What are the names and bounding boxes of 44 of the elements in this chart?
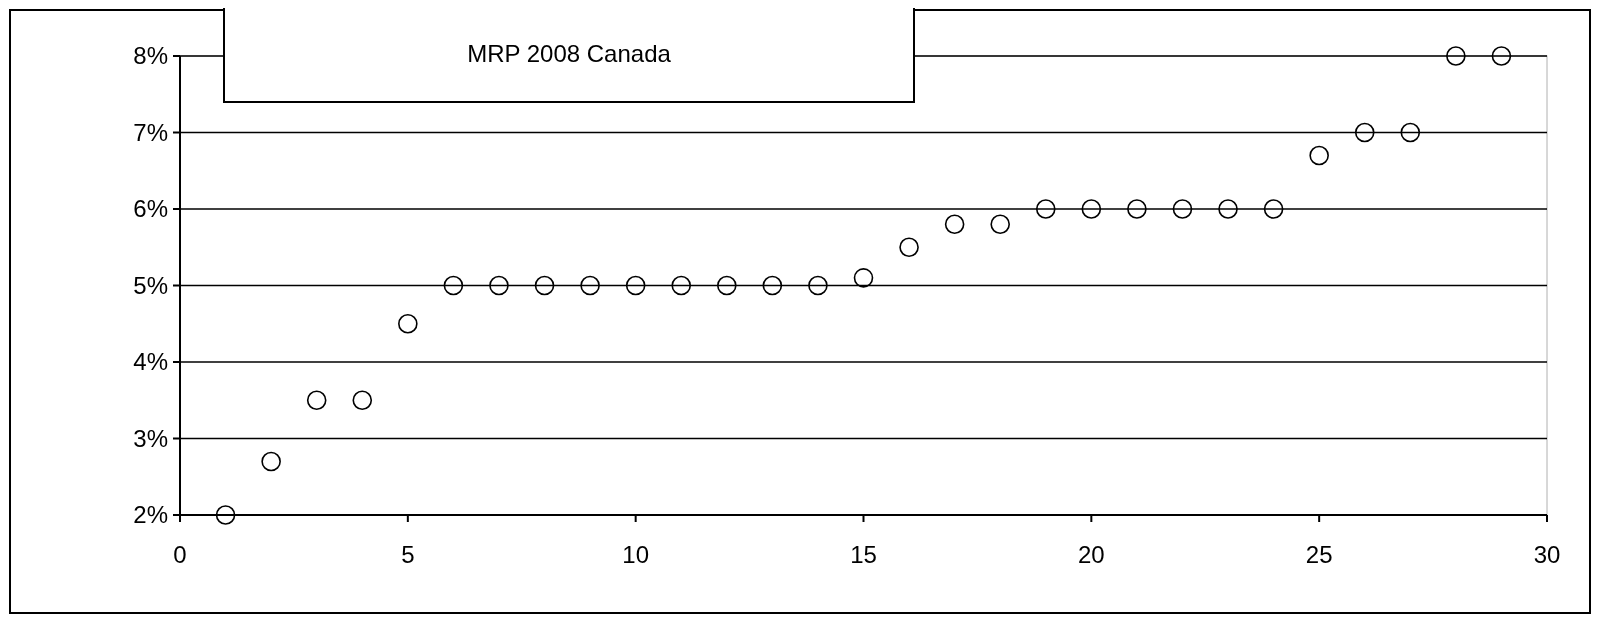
point bbox=[1263, 199, 1284, 219]
point bbox=[853, 268, 874, 288]
x-tick-label: 30 bbox=[1533, 541, 1561, 568]
x-tick-label: 25 bbox=[1305, 541, 1333, 568]
x-tick-label: 20 bbox=[1077, 541, 1105, 568]
point bbox=[990, 214, 1010, 235]
point bbox=[671, 275, 692, 296]
y-tick-label: 3% bbox=[133, 424, 168, 452]
point bbox=[352, 390, 373, 411]
point bbox=[944, 214, 965, 235]
point bbox=[215, 505, 236, 525]
x-tick-label: 5 bbox=[401, 541, 415, 568]
y-tick-label: 4% bbox=[133, 348, 168, 376]
point bbox=[1081, 199, 1102, 219]
chart-title: MRP 2008 Canada bbox=[467, 40, 672, 68]
y-tick-label: 6% bbox=[133, 195, 168, 223]
x-tick-label: 15 bbox=[850, 541, 877, 568]
point bbox=[1446, 46, 1466, 66]
point bbox=[808, 275, 828, 296]
point bbox=[1218, 199, 1238, 219]
point bbox=[1035, 199, 1056, 219]
point bbox=[1127, 199, 1147, 219]
point bbox=[489, 275, 509, 296]
point bbox=[625, 275, 646, 296]
point bbox=[443, 275, 464, 296]
point bbox=[899, 237, 919, 258]
point bbox=[717, 275, 737, 296]
point bbox=[762, 275, 783, 296]
point bbox=[398, 313, 418, 334]
point bbox=[580, 275, 600, 296]
point bbox=[1172, 199, 1193, 219]
y-tick-label: 7% bbox=[133, 118, 168, 146]
point bbox=[1309, 145, 1329, 166]
x-tick-label: 10 bbox=[622, 541, 650, 568]
point bbox=[261, 451, 281, 472]
y-tick-label: 2% bbox=[133, 501, 168, 529]
y-tick-label: 8% bbox=[133, 42, 168, 70]
x-tick-label: 0 bbox=[173, 541, 187, 568]
point bbox=[1491, 46, 1512, 66]
point bbox=[306, 390, 327, 411]
point bbox=[1400, 122, 1421, 143]
point bbox=[534, 275, 555, 296]
y-tick-label: 5% bbox=[133, 271, 168, 299]
point bbox=[1354, 122, 1375, 143]
